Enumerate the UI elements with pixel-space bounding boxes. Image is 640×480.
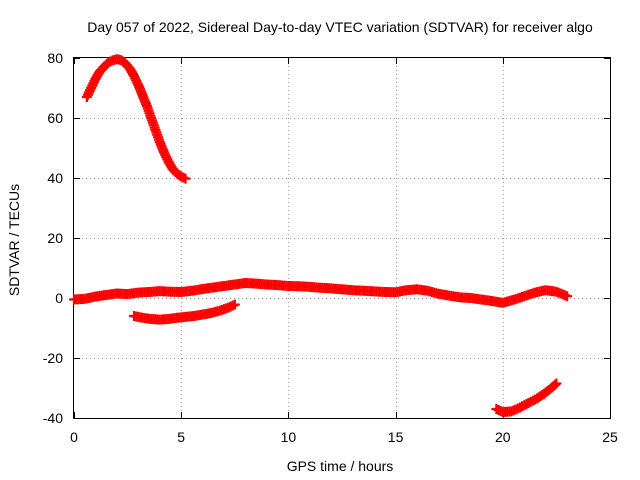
x-tick-label: 0 [70,429,78,445]
y-tick-label: 40 [47,170,63,186]
y-tick-label: -20 [43,350,63,366]
data-point-marker [549,379,560,390]
x-tick-label: 20 [495,429,511,445]
x-tick-label: 10 [281,429,297,445]
y-tick-label: 60 [47,110,63,126]
data-point-marker [180,173,191,184]
x-tick-label: 15 [388,429,404,445]
series-arc-3 [129,299,240,325]
grid [74,58,610,418]
x-tick-label: 25 [602,429,618,445]
data-point-marker [562,291,573,302]
axis-ticks: 0 5 10 15 20 25 -40 -20 0 20 40 60 80 [43,50,618,445]
y-axis-title: SDTVAR / TECUs [6,184,22,296]
x-tick-label: 5 [177,429,185,445]
data-point-marker [551,378,562,389]
data-point-marker [229,299,240,310]
plot-frame [73,57,611,419]
series-arc-4 [491,378,562,417]
y-tick-label: 80 [47,50,63,66]
y-tick-label: 20 [47,230,63,246]
y-tick-label: 0 [55,290,63,306]
x-axis-title: GPS time / hours [287,458,394,474]
data-points [69,54,573,417]
series-arc-1 [81,54,191,184]
y-tick-label: -40 [43,410,63,426]
series-arc-2 [69,278,573,308]
chart-title: Day 057 of 2022, Sidereal Day-to-day VTE… [87,19,593,35]
